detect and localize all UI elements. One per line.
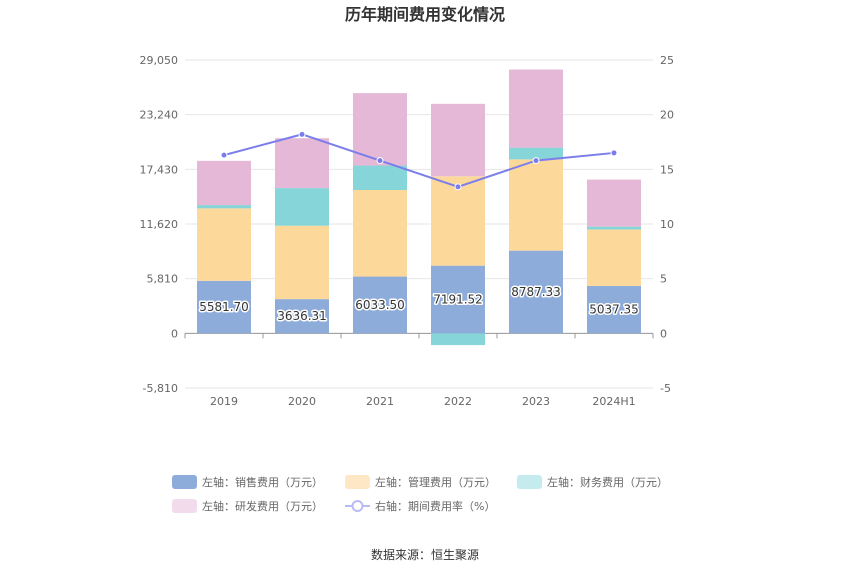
bar-data-label: 3636.31 (277, 309, 327, 323)
source-text: 数据来源：恒生聚源 (371, 547, 479, 562)
legend-marker (351, 500, 364, 512)
bar-segment-series-0 (431, 265, 485, 334)
x-axis-tick-label: 2021 (366, 395, 394, 408)
left-axis-tick-label: 5,810 (147, 273, 179, 286)
bar-segment-series-0 (197, 280, 251, 334)
chart-title: 历年期间费用变化情况 (345, 5, 505, 24)
legend-label: 右轴：期间费用率（%） (375, 499, 495, 513)
left-axis-tick-label: 17,430 (140, 163, 179, 176)
bar-segment-series-3 (353, 93, 407, 166)
x-axis-tick-label: 2023 (522, 395, 550, 408)
legend-swatch (172, 499, 197, 513)
legend: 左轴：销售费用（万元） 左轴：管理费用（万元） 左轴：财务费用（万元） 左轴：研发费用… (172, 475, 668, 513)
right-axis-tick-label: 15 (660, 163, 674, 176)
right-axis-tick-label: -5 (660, 382, 671, 395)
bar-segment-series-0 (353, 276, 407, 334)
rate-line-point (454, 183, 462, 191)
bar-segment-series-1 (509, 159, 563, 251)
x-axis-tick-label: 2022 (444, 395, 472, 408)
rate-line-point (220, 151, 228, 159)
left-axis-tick-label: -5,810 (143, 382, 178, 395)
bar-segment-series-3 (431, 103, 485, 177)
left-axis-tick-label: 11,620 (140, 218, 179, 231)
rate-line-point (376, 157, 384, 165)
bar-data-label: 5037.35 (589, 303, 639, 317)
bar-segment-series-2 (587, 226, 641, 230)
bar-segment-series-3 (509, 69, 563, 148)
bar-segment-series-3 (587, 179, 641, 227)
right-axis-tick-label: 0 (660, 327, 667, 340)
bar-segment-series-1 (431, 176, 485, 266)
data-labels: 5581.70 3636.31 6033.50 7191.52 8787.33 5037.… (198, 283, 641, 324)
bar-segment-series-2 (353, 165, 407, 191)
bars (197, 69, 641, 346)
rate-line-point (298, 130, 306, 138)
left-axis-tick-label: 29,050 (140, 54, 179, 67)
bar-segment-series-2 (275, 188, 329, 226)
bar-segment-series-1 (587, 229, 641, 286)
legend-swatch (517, 475, 542, 489)
legend-label: 左轴：研发费用（万元） (202, 499, 323, 513)
x-axis-tick-label: 2020 (288, 395, 316, 408)
right-axis-tick-label: 10 (660, 218, 674, 231)
legend-label: 左轴：管理费用（万元） (375, 475, 496, 489)
left-axis-tick-label: 0 (171, 327, 178, 340)
bar-segment-series-1 (353, 190, 407, 277)
bar-segment-series-0 (275, 299, 329, 334)
x-axis-tick-label: 2019 (210, 395, 238, 408)
bar-segment-series-0 (587, 285, 641, 334)
bar-segment-series-2 (431, 333, 485, 346)
axes: 29,050 25 23,240 20 17,430 15 11,620 10 5,810 5 0 0… (140, 54, 675, 408)
bar-segment-series-2 (509, 147, 563, 160)
bar-segment-series-3 (275, 138, 329, 189)
bar-data-label: 6033.50 (355, 298, 405, 312)
right-axis-tick-label: 5 (660, 273, 667, 286)
bar-segment-series-2 (197, 205, 251, 209)
x-axis-tick-label: 2024H1 (592, 395, 635, 408)
bar-segment-series-3 (197, 160, 251, 206)
bar-segment-series-0 (509, 250, 563, 334)
rate-line-point (610, 149, 618, 157)
legend-label: 左轴：财务费用（万元） (547, 475, 668, 489)
legend-label: 左轴：销售费用（万元） (202, 475, 323, 489)
rate-line-path (223, 133, 615, 188)
right-axis-tick-label: 25 (660, 54, 674, 67)
bar-segment-series-1 (197, 208, 251, 281)
legend-swatch (172, 475, 197, 489)
grid (185, 59, 653, 389)
bar-segment-series-1 (275, 225, 329, 300)
legend-swatch (345, 475, 370, 489)
bar-data-label: 5581.70 (199, 300, 249, 314)
rate-line (220, 130, 618, 191)
bar-data-label: 8787.33 (511, 285, 561, 299)
bar-data-label: 7191.52 (433, 293, 483, 307)
rate-line-point (532, 157, 540, 165)
left-axis-tick-label: 23,240 (140, 109, 179, 122)
right-axis-tick-label: 20 (660, 109, 674, 122)
